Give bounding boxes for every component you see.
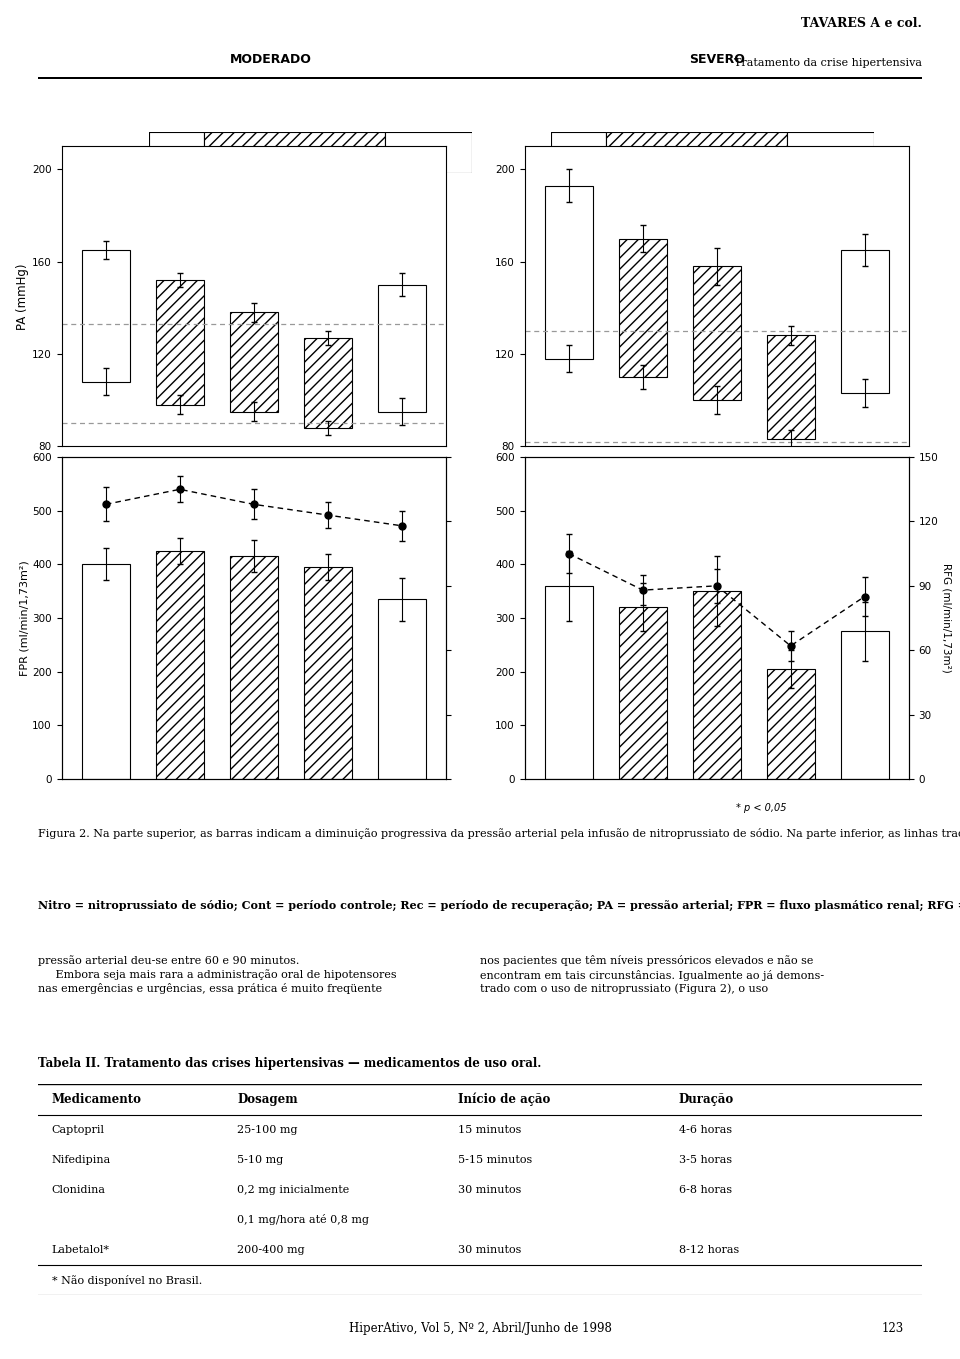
Text: Captopril: Captopril: [52, 1125, 105, 1135]
Bar: [303, 338, 351, 428]
Bar: [767, 669, 815, 779]
Text: 3-5 horas: 3-5 horas: [679, 1155, 732, 1165]
Text: Clonidina: Clonidina: [52, 1185, 106, 1195]
Bar: [693, 266, 741, 400]
Text: Nifedipina: Nifedipina: [52, 1155, 111, 1165]
Bar: [786, 132, 874, 173]
Bar: [377, 285, 425, 412]
Bar: [229, 556, 277, 779]
Y-axis label: FPR (ml/min/1,73m²): FPR (ml/min/1,73m²): [19, 560, 30, 675]
Text: TAVARES A e col.: TAVARES A e col.: [801, 18, 922, 30]
Text: Figura 2. Na parte superior, as barras indicam a diminuição progressiva da press: Figura 2. Na parte superior, as barras i…: [38, 826, 960, 839]
Text: Labetalol*: Labetalol*: [52, 1245, 109, 1254]
Text: 0,1 mg/hora até 0,8 mg: 0,1 mg/hora até 0,8 mg: [237, 1215, 369, 1226]
Text: * Não disponível no Brasil.: * Não disponível no Brasil.: [52, 1275, 202, 1286]
Text: pressão arterial deu-se entre 60 e 90 minutos.
     Embora seja mais rara a admi: pressão arterial deu-se entre 60 e 90 mi…: [38, 955, 397, 995]
Bar: [220, 173, 385, 188]
Bar: [204, 132, 385, 173]
Text: SEVERO: SEVERO: [688, 53, 745, 67]
Bar: [841, 250, 889, 393]
Bar: [156, 550, 204, 779]
Text: MODERADO: MODERADO: [230, 53, 312, 67]
Text: 25-100 mg: 25-100 mg: [237, 1125, 298, 1135]
Bar: [377, 599, 425, 779]
Text: 123: 123: [881, 1322, 904, 1335]
Bar: [545, 186, 593, 359]
Bar: [385, 132, 472, 173]
Text: 200-400 mg: 200-400 mg: [237, 1245, 304, 1254]
Text: Nitro = nitroprussiato de sódio; Cont = período controle; Rec = período de recup: Nitro = nitroprussiato de sódio; Cont = …: [38, 900, 960, 911]
Bar: [606, 132, 786, 173]
Bar: [619, 607, 667, 779]
Text: 4-6 horas: 4-6 horas: [679, 1125, 732, 1135]
Text: Nitro: Nitro: [281, 147, 307, 158]
Text: Nitro: Nitro: [684, 147, 708, 158]
Text: Início de ação: Início de ação: [458, 1093, 550, 1106]
Bar: [693, 591, 741, 779]
Bar: [619, 239, 667, 376]
Text: 6-8 horas: 6-8 horas: [679, 1185, 732, 1195]
Bar: [149, 132, 204, 173]
Text: Dosagem: Dosagem: [237, 1093, 298, 1106]
Bar: [156, 280, 204, 405]
Bar: [551, 132, 606, 173]
Text: 5-15 minutos: 5-15 minutos: [458, 1155, 532, 1165]
Bar: [622, 173, 786, 188]
Text: Rec: Rec: [821, 147, 840, 158]
Text: 30 minutos: 30 minutos: [458, 1185, 521, 1195]
Y-axis label: RFG (ml/min/1,73m²): RFG (ml/min/1,73m²): [941, 563, 951, 673]
Text: HiperAtivo, Vol 5, Nº 2, Abril/Junho de 1998: HiperAtivo, Vol 5, Nº 2, Abril/Junho de …: [348, 1322, 612, 1335]
Text: Cont: Cont: [566, 147, 590, 158]
Bar: [82, 250, 130, 382]
Y-axis label: PA (mmHg): PA (mmHg): [16, 264, 30, 329]
Text: 15 minutos: 15 minutos: [458, 1125, 521, 1135]
Bar: [82, 564, 130, 779]
Text: Medicamento: Medicamento: [52, 1093, 142, 1106]
Text: Tratamento da crise hipertensiva: Tratamento da crise hipertensiva: [733, 58, 922, 68]
Text: Cont: Cont: [164, 147, 188, 158]
Bar: [841, 632, 889, 779]
Text: Rec: Rec: [420, 147, 438, 158]
Text: nos pacientes que têm níveis pressóricos elevados e não se
encontram em tais cir: nos pacientes que têm níveis pressóricos…: [480, 955, 824, 993]
Bar: [303, 567, 351, 779]
Bar: [229, 313, 277, 412]
Text: 5-10 mg: 5-10 mg: [237, 1155, 283, 1165]
Text: * p < 0,05: * p < 0,05: [736, 803, 786, 813]
Text: 0,2 mg inicialmente: 0,2 mg inicialmente: [237, 1185, 349, 1195]
Text: 30 minutos: 30 minutos: [458, 1245, 521, 1254]
Text: Duração: Duração: [679, 1093, 734, 1106]
Bar: [545, 586, 593, 779]
Bar: [767, 336, 815, 439]
Text: Tabela II. Tratamento das crises hipertensivas — medicamentos de uso oral.: Tabela II. Tratamento das crises hiperte…: [38, 1057, 541, 1071]
Text: 8-12 horas: 8-12 horas: [679, 1245, 739, 1254]
